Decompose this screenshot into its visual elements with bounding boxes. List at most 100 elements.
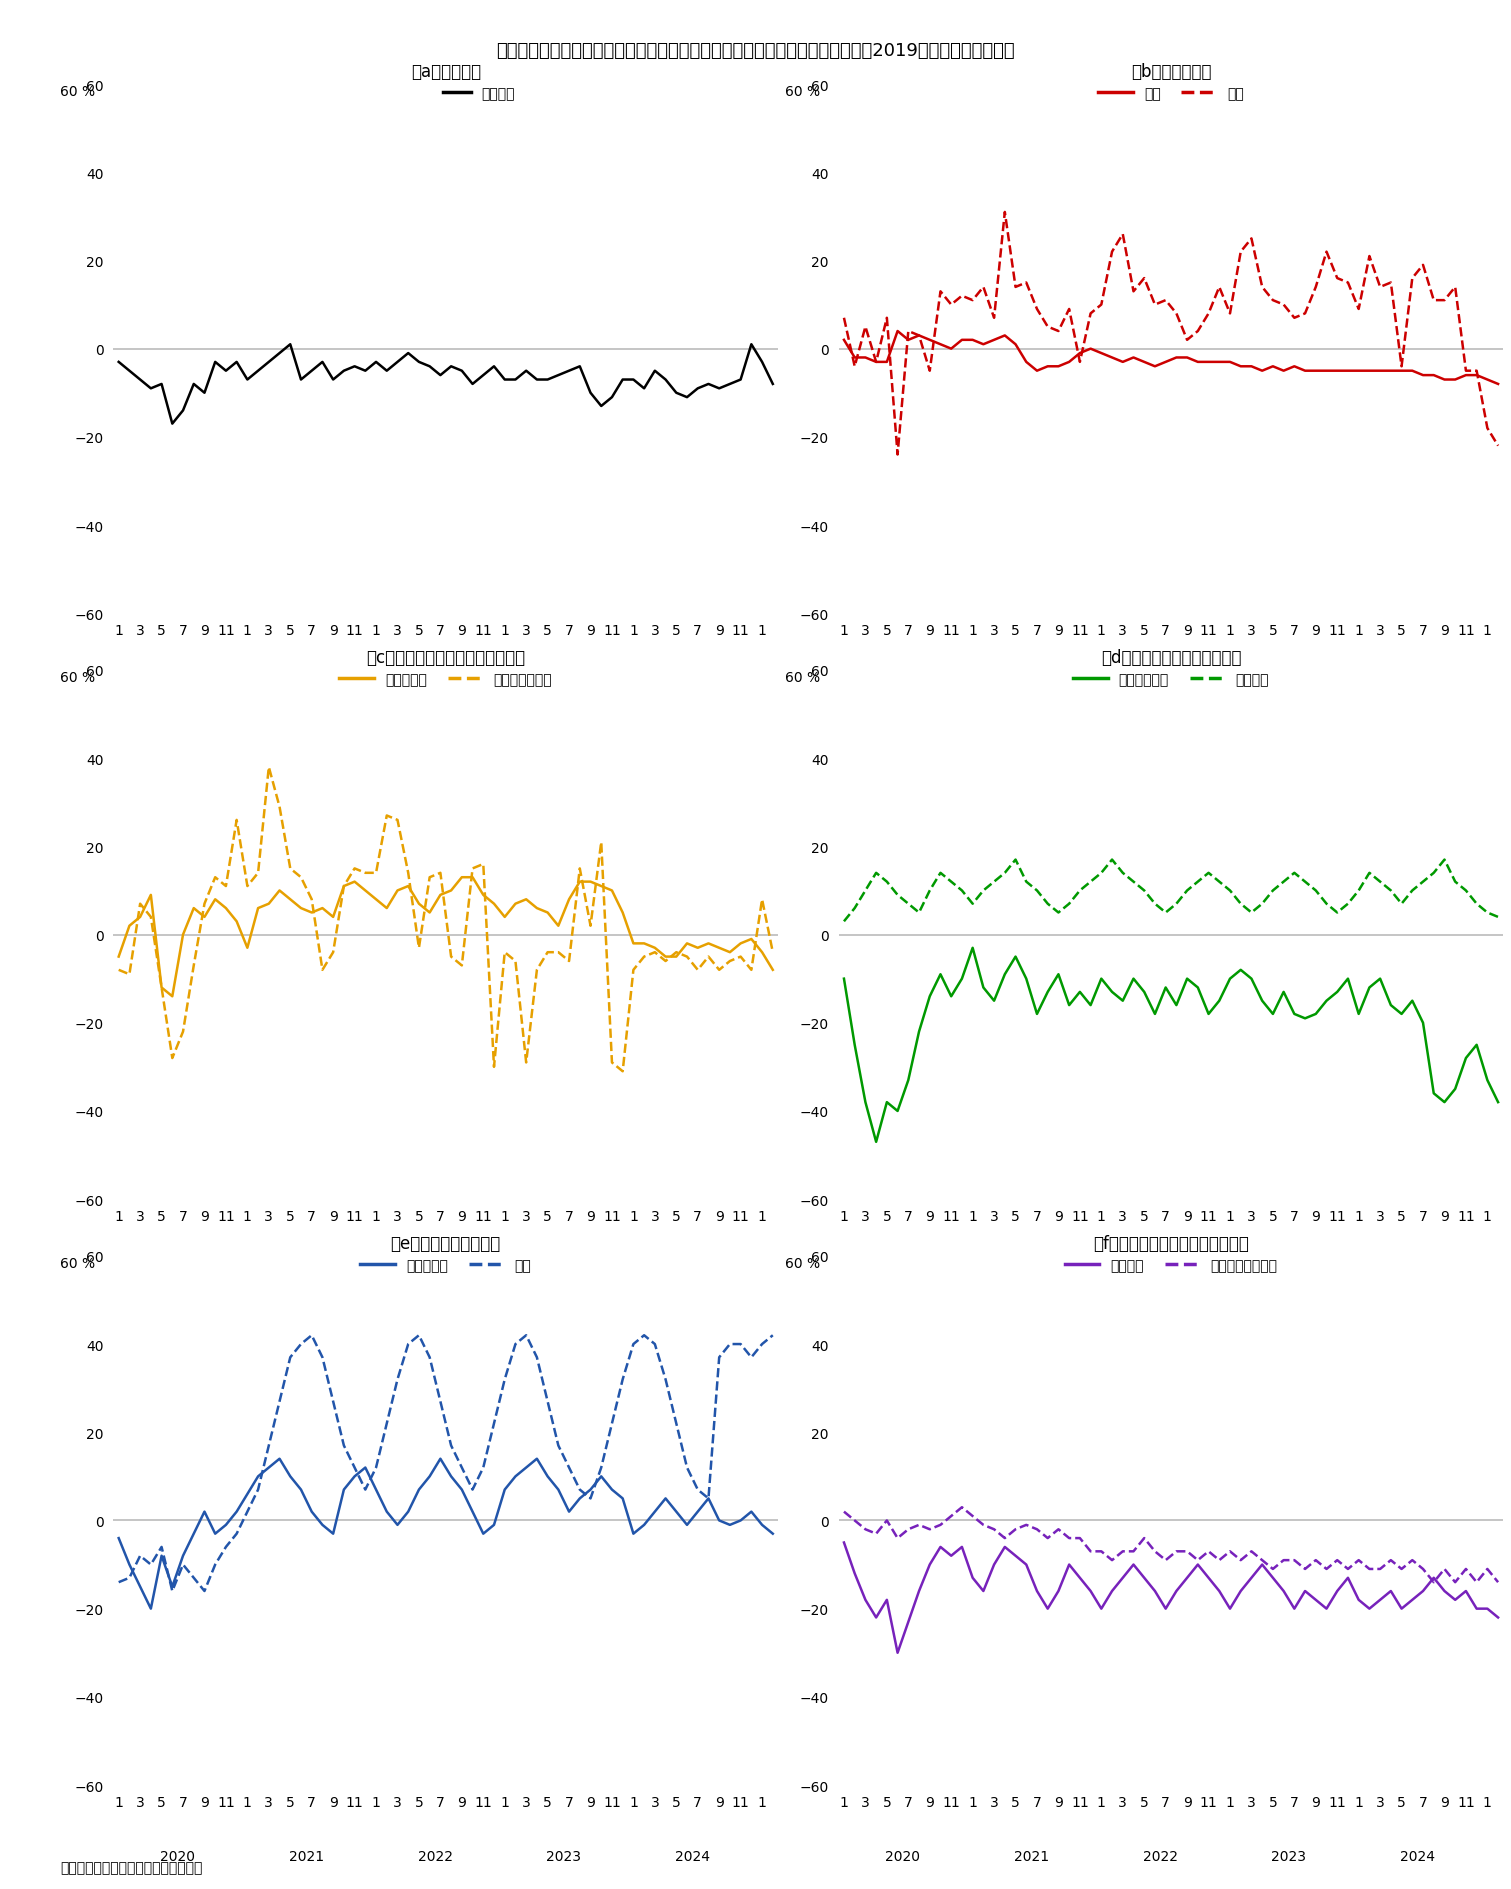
教養娯楽 (1488, 1606, 1506, 1628)
保健医療 (1242, 901, 1260, 924)
Legend: 教養娯楽, その他の消費支出: 教養娯楽, その他の消費支出 (1059, 1252, 1283, 1277)
光熱・水道 (453, 867, 471, 890)
教養娯楽 (899, 1611, 917, 1634)
Text: 60 %: 60 % (786, 1256, 820, 1269)
保健医療 (1488, 907, 1506, 929)
家具・家事用品 (260, 756, 278, 778)
住居 (899, 321, 917, 344)
住居 (1488, 434, 1506, 457)
被服及び履物 (899, 1069, 917, 1092)
食料 (836, 329, 854, 351)
被服及び履物 (985, 990, 1003, 1013)
その他の消費支出 (1017, 1513, 1035, 1536)
その他の消費支出 (888, 1526, 907, 1549)
Text: 2021: 2021 (1014, 1264, 1049, 1277)
Line: 光熱・水道: 光熱・水道 (119, 878, 772, 997)
Legend: 光熱・水道, 家具・家事用品: 光熱・水道, 家具・家事用品 (334, 667, 558, 691)
Text: 2024: 2024 (1401, 678, 1435, 691)
Legend: 食料, 住居: 食料, 住居 (1092, 81, 1250, 106)
教育 (163, 1579, 181, 1602)
家具・家事用品 (517, 1052, 535, 1075)
教養娯楽 (1414, 1579, 1432, 1602)
食料 (1168, 348, 1186, 370)
Text: 2021: 2021 (289, 1264, 323, 1277)
消費支出 (281, 334, 299, 357)
食料 (975, 334, 993, 357)
Text: 60 %: 60 % (60, 1256, 95, 1269)
家具・家事用品 (613, 1060, 632, 1082)
Text: 60 %: 60 % (786, 85, 820, 98)
Legend: 交通・通信, 教育: 交通・通信, 教育 (355, 1252, 536, 1277)
光熱・水道 (700, 933, 718, 956)
教養娯楽 (1017, 1553, 1035, 1575)
被服及び履物 (867, 1132, 885, 1154)
教育 (292, 1334, 310, 1356)
光熱・水道 (163, 986, 181, 1009)
教養娯楽 (1242, 1566, 1260, 1589)
住居 (1027, 298, 1046, 321)
Line: 消費支出: 消費支出 (119, 346, 772, 425)
消費支出 (527, 368, 545, 391)
Text: 2023: 2023 (1271, 1264, 1307, 1277)
Text: 2022: 2022 (1142, 1849, 1177, 1863)
住居 (1179, 329, 1197, 351)
Text: 2021: 2021 (1014, 678, 1049, 691)
Text: 2020: 2020 (160, 1849, 195, 1863)
Legend: 被服及び履物, 保健医療: 被服及び履物, 保健医療 (1067, 667, 1275, 691)
Legend: 消費支出: 消費支出 (437, 81, 521, 106)
その他の消費支出 (1242, 1540, 1260, 1562)
Text: 2024: 2024 (675, 678, 710, 691)
Text: 2023: 2023 (545, 1264, 582, 1277)
交通・通信 (453, 1479, 471, 1502)
教育 (453, 1456, 471, 1479)
消費支出 (302, 361, 320, 383)
Title: （c）光熱・水道、家具・家事用品: （c）光熱・水道、家具・家事用品 (366, 648, 526, 667)
交通・通信 (302, 1500, 320, 1523)
その他の消費支出 (836, 1500, 854, 1523)
教育 (763, 1324, 781, 1347)
Text: 2020: 2020 (160, 678, 195, 691)
教養娯楽 (1168, 1579, 1186, 1602)
家具・家事用品 (163, 1047, 181, 1069)
Text: 2022: 2022 (417, 678, 452, 691)
住居 (888, 444, 907, 467)
住居 (975, 276, 993, 298)
食料 (1414, 365, 1432, 387)
被服及び履物 (836, 967, 854, 990)
Text: 2024: 2024 (675, 1264, 710, 1277)
その他の消費支出 (1425, 1572, 1443, 1594)
教育 (302, 1324, 320, 1347)
住居 (1425, 289, 1443, 312)
交通・通信 (700, 1487, 718, 1509)
保健医療 (1006, 848, 1024, 871)
被服及び履物 (1179, 967, 1197, 990)
教育 (527, 1347, 545, 1370)
保健医療 (1414, 871, 1432, 893)
Text: 2023: 2023 (545, 1849, 582, 1863)
その他の消費支出 (975, 1513, 993, 1536)
光熱・水道 (443, 880, 461, 903)
光熱・水道 (527, 897, 545, 920)
教養娯楽 (836, 1532, 854, 1555)
Text: 2022: 2022 (1142, 1264, 1177, 1277)
Text: 60 %: 60 % (60, 671, 95, 684)
Text: 2023: 2023 (1271, 1849, 1307, 1863)
Line: 教育: 教育 (119, 1336, 772, 1591)
Text: 2022: 2022 (417, 1264, 452, 1277)
家具・家事用品 (292, 867, 310, 890)
家具・家事用品 (443, 946, 461, 969)
保健医療 (964, 893, 982, 916)
住居 (996, 202, 1014, 225)
Text: 2022: 2022 (1142, 678, 1177, 691)
Title: （b）食料、住居: （b）食料、住居 (1130, 62, 1212, 81)
家具・家事用品 (700, 946, 718, 969)
Text: 2024: 2024 (675, 1849, 710, 1863)
Text: 図表３　二人以上世帯の消費支出および内訳の主な品目（大品目）の推移（対2019年同月実質増減率）: 図表３ 二人以上世帯の消費支出および内訳の主な品目（大品目）の推移（対2019年… (496, 42, 1015, 60)
Text: 2021: 2021 (1014, 1849, 1049, 1863)
Text: 2024: 2024 (1401, 1264, 1435, 1277)
Line: 住居: 住居 (845, 213, 1497, 455)
被服及び履物 (1027, 1003, 1046, 1026)
消費支出 (700, 374, 718, 397)
家具・家事用品 (239, 875, 257, 897)
光熱・水道 (292, 897, 310, 920)
